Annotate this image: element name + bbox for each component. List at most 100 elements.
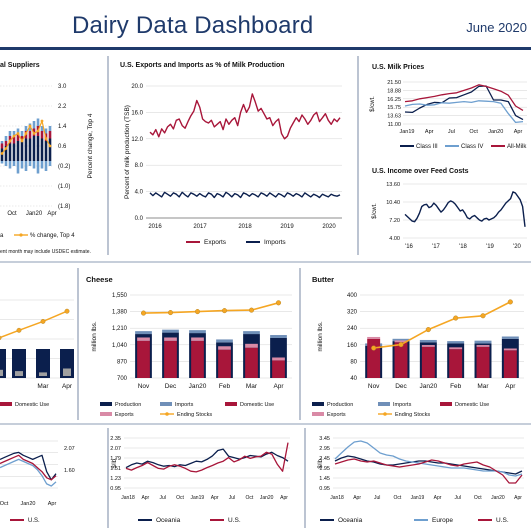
cheese-stocks-point-3 <box>221 308 228 314</box>
butter-bar-domestic-2 <box>421 346 435 378</box>
exports-legend-0: Exports <box>204 239 227 246</box>
cheese-title: Cheese <box>86 275 113 284</box>
butter-xtick-3: Feb <box>450 383 462 390</box>
nfdm-legend-0: Domestic Use <box>15 402 49 408</box>
suppliers-bar-neg-3 <box>12 161 16 166</box>
suppliers-bar-mid-12 <box>48 131 52 139</box>
suppliers-bar-base-11 <box>44 141 48 161</box>
pbm-tick-1: Apr <box>141 495 149 501</box>
pbm-ytick-5: 0.95 <box>110 486 121 492</box>
milk-ytick-4: 13.63 <box>387 114 401 120</box>
suppliers-bar-base-1 <box>4 146 8 161</box>
butter-legend-swatch-3 <box>312 412 324 416</box>
milk-tick-5: Apr <box>514 129 523 135</box>
butter-stocks-point-4 <box>480 313 486 319</box>
butter-bar-exports-5 <box>503 348 517 351</box>
cheese-stocks-line <box>143 302 279 314</box>
income-title: U.S. Income over Feed Costs <box>372 168 469 175</box>
pbm-tick-3: Oct <box>176 495 184 501</box>
suppliers-bar-top-2 <box>8 131 12 136</box>
suppliers-bar-neg-5 <box>20 161 24 169</box>
cheese-legend-4: Ending Stocks <box>177 412 212 418</box>
suppliers-bar-base-3 <box>12 143 16 161</box>
pbm-legend-0: Oceania <box>156 517 181 524</box>
butter-xtick-5: Apr <box>505 383 516 390</box>
pbr-legend-2: U.S. <box>496 517 509 524</box>
cheese-bar-domestic-0 <box>137 340 150 378</box>
income-tick-0: '16 <box>405 244 413 250</box>
suppliers-bar-top-0 <box>0 141 4 144</box>
pbr-series-1 <box>334 440 523 477</box>
milk-legend-2: All-Milk <box>507 144 527 150</box>
exports-title: U.S. Exports and Imports as % of Milk Pr… <box>120 62 285 69</box>
income-ytick-1: 10.40 <box>386 200 400 206</box>
milk-ytick-3: 15.75 <box>387 105 401 111</box>
butter-bar-domestic-5 <box>503 350 517 378</box>
suppliers-bar-top-8 <box>32 121 36 129</box>
butter-ytick-2: 240 <box>347 326 358 332</box>
butter-bar-exports-3 <box>449 347 463 350</box>
suppliers-xtick-1: Jan20 <box>26 211 43 217</box>
suppliers-pct-point-11 <box>44 137 48 140</box>
butter-bar-domestic-1 <box>394 342 408 378</box>
nfdm-bar-production-1 <box>12 349 26 378</box>
suppliers-ytick-6: (1.8) <box>58 204 70 210</box>
suppliers-bar-top-6 <box>24 126 28 131</box>
milk-ytick-1: 18.88 <box>387 88 401 94</box>
suppliers-ytick-0: 3.0 <box>58 84 67 90</box>
cheese-bar-domestic-5 <box>272 360 285 378</box>
butter-legend-0: Production <box>327 402 353 408</box>
suppliers-pct-point-7 <box>28 124 32 128</box>
milk-ytick-0: 21.50 <box>387 80 401 86</box>
suppliers-pct-point-6 <box>24 132 28 135</box>
cheese-stocks-point-5 <box>275 300 282 306</box>
nfdm-stocks-point-2 <box>40 318 46 324</box>
exports-ytick-2: 12.0 <box>131 137 143 143</box>
suppliers-bar-base-10 <box>40 138 44 161</box>
exports-xtick-4: 2020 <box>322 224 336 230</box>
butter-legend-marker-4 <box>383 412 387 416</box>
pbl-xtick-1: Jan20 <box>21 501 36 507</box>
milk-ytick-5: 11.00 <box>388 122 401 128</box>
suppliers-ytick-2: 1.4 <box>58 124 67 130</box>
cheese-xtick-2: Jan20 <box>189 383 207 390</box>
nfdm-bar-domestic-0 <box>0 369 3 376</box>
pbr-tick-6: Jul <box>454 495 460 501</box>
pbm-ytick-0: 2.35 <box>110 436 121 442</box>
cheese-bar-domestic-1 <box>164 340 177 378</box>
pbl-ytick-0: 2.07 <box>64 446 75 452</box>
cheese-ytick-4: 870 <box>117 359 128 365</box>
cheese-bar-domestic-4 <box>245 347 258 378</box>
cheese-legend-swatch-2 <box>225 402 237 406</box>
pbm-ytick-4: 1.23 <box>110 476 121 482</box>
pbr-tick-2: Jul <box>374 495 380 501</box>
cheese-legend-swatch-0 <box>100 402 112 406</box>
butter-bar-exports-2 <box>421 345 435 347</box>
suppliers-bar-mid-10 <box>40 131 44 139</box>
butter-bar-domestic-4 <box>476 346 490 378</box>
milk-legend-1: Class IV <box>461 144 483 150</box>
pbl-ytick-1: 1.60 <box>64 468 75 474</box>
cheese-ytick-0: 1,550 <box>112 293 128 299</box>
pbm-tick-7: Oct <box>245 495 253 501</box>
suppliers-bar-mid-5 <box>20 136 24 141</box>
suppliers-bar-base-6 <box>24 138 28 161</box>
suppliers-bar-mid-7 <box>28 131 32 139</box>
income-tick-3: '19 <box>486 244 494 250</box>
suppliers-right-label: Percent change, Top 4 <box>87 113 94 178</box>
butter-xtick-4: Mar <box>477 383 489 390</box>
suppliers-ytick-4: (0.2) <box>58 164 70 170</box>
pbr-ytick-0: 3.45 <box>319 436 330 442</box>
butter-legend-4: Ending Stocks <box>395 412 430 418</box>
butter-bar-imports-4 <box>474 340 492 344</box>
cheese-xtick-4: Mar <box>246 383 258 390</box>
pbm-series-0 <box>125 448 289 469</box>
income-ylabel: $/cwt. <box>372 203 378 219</box>
suppliers-legend-1: % change, Top 4 <box>30 233 75 239</box>
cheese-legend-marker-4 <box>165 412 169 416</box>
butter-bar-imports-3 <box>447 341 465 344</box>
milk-tick-1: Apr <box>425 129 434 135</box>
pbr-tick-4: Jan19 <box>411 495 425 501</box>
income-ytick-2: 7.20 <box>389 218 400 224</box>
suppliers-pct-point-5 <box>20 139 24 143</box>
